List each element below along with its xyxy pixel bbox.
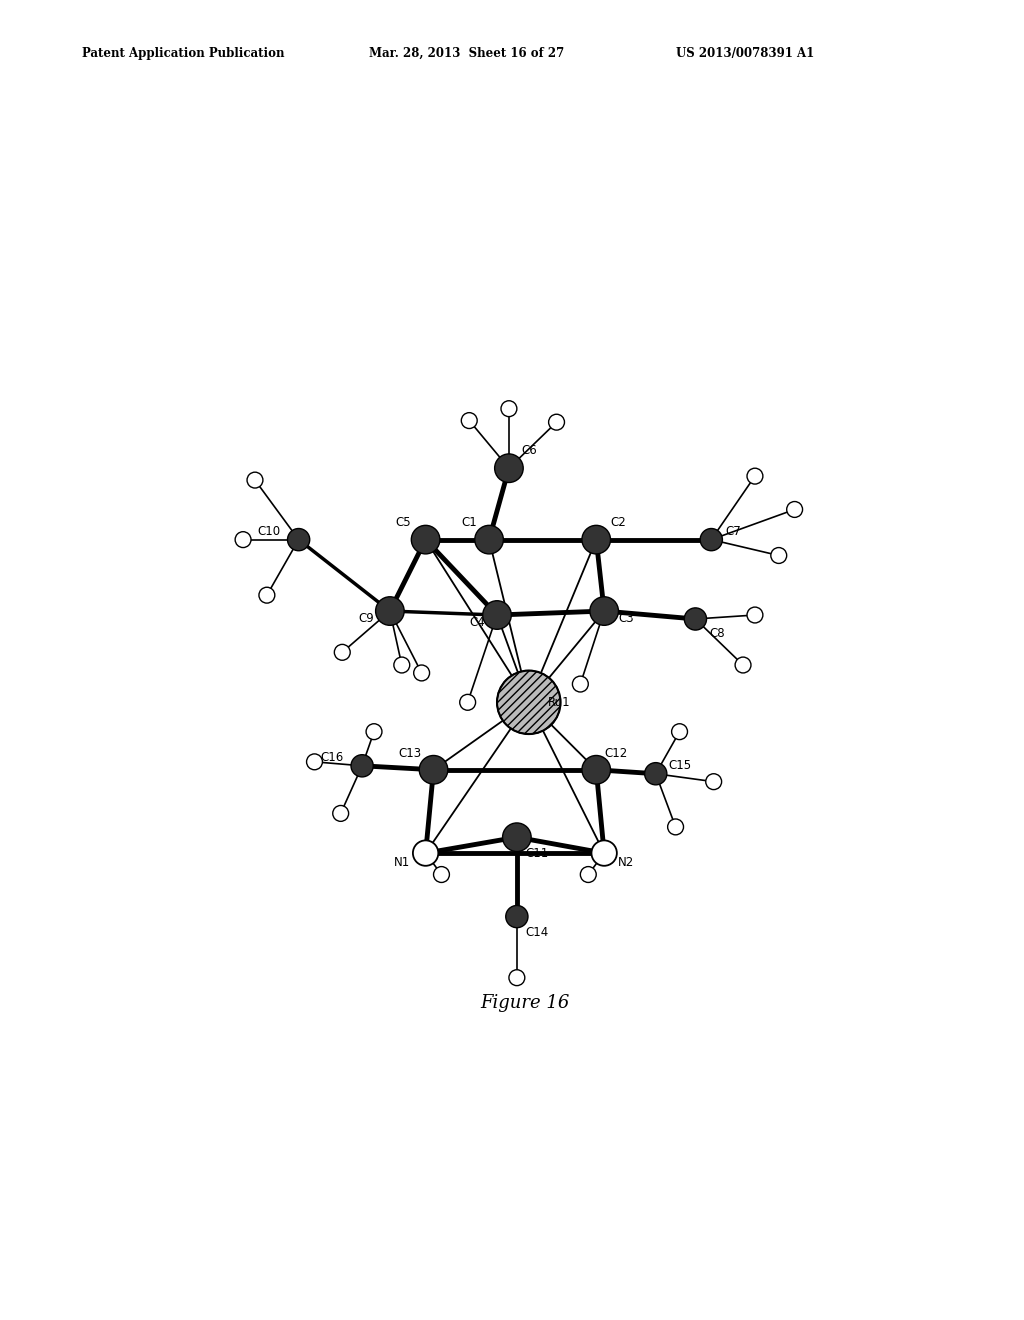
Circle shape <box>495 454 523 483</box>
Circle shape <box>748 607 763 623</box>
Circle shape <box>376 597 404 626</box>
Text: C7: C7 <box>726 525 741 539</box>
Circle shape <box>351 755 373 777</box>
Text: C14: C14 <box>525 925 548 939</box>
Circle shape <box>509 970 525 986</box>
Circle shape <box>582 525 610 554</box>
Text: C16: C16 <box>321 751 344 764</box>
Circle shape <box>482 601 511 630</box>
Circle shape <box>259 587 274 603</box>
Text: C10: C10 <box>257 525 280 539</box>
Circle shape <box>333 805 348 821</box>
Text: N1: N1 <box>393 857 410 869</box>
Text: C5: C5 <box>395 516 412 529</box>
Text: Ru1: Ru1 <box>548 696 570 709</box>
Circle shape <box>501 401 517 417</box>
Text: C13: C13 <box>398 747 421 760</box>
Text: N2: N2 <box>618 857 635 869</box>
Circle shape <box>592 841 616 866</box>
Circle shape <box>236 532 251 548</box>
Circle shape <box>706 774 722 789</box>
Text: C4: C4 <box>469 616 485 630</box>
Text: Patent Application Publication: Patent Application Publication <box>82 46 285 59</box>
Text: C11: C11 <box>525 846 548 859</box>
Circle shape <box>506 906 528 928</box>
Circle shape <box>367 723 382 739</box>
Text: C1: C1 <box>462 516 477 529</box>
Circle shape <box>735 657 751 673</box>
Circle shape <box>433 867 450 883</box>
Circle shape <box>503 822 531 851</box>
Circle shape <box>549 414 564 430</box>
Circle shape <box>748 469 763 484</box>
Text: C15: C15 <box>668 759 691 772</box>
Circle shape <box>497 671 560 734</box>
Circle shape <box>475 525 504 554</box>
Text: C3: C3 <box>618 612 634 626</box>
Circle shape <box>414 665 430 681</box>
Text: C8: C8 <box>710 627 725 640</box>
Circle shape <box>645 763 667 785</box>
Circle shape <box>460 694 475 710</box>
Text: C9: C9 <box>358 612 374 626</box>
Circle shape <box>247 473 263 488</box>
Text: C2: C2 <box>610 516 627 529</box>
Circle shape <box>672 723 687 739</box>
Circle shape <box>288 528 309 550</box>
Circle shape <box>412 525 440 554</box>
Circle shape <box>582 755 610 784</box>
Circle shape <box>394 657 410 673</box>
Circle shape <box>590 597 618 626</box>
Circle shape <box>684 609 707 630</box>
Circle shape <box>572 676 588 692</box>
Circle shape <box>461 413 477 429</box>
Circle shape <box>786 502 803 517</box>
Circle shape <box>771 548 786 564</box>
Text: Mar. 28, 2013  Sheet 16 of 27: Mar. 28, 2013 Sheet 16 of 27 <box>369 46 564 59</box>
Text: US 2013/0078391 A1: US 2013/0078391 A1 <box>676 46 814 59</box>
Circle shape <box>413 841 438 866</box>
Circle shape <box>335 644 350 660</box>
Text: C12: C12 <box>604 747 628 760</box>
Circle shape <box>668 818 684 834</box>
Text: C6: C6 <box>521 445 537 457</box>
Text: Figure 16: Figure 16 <box>480 994 569 1012</box>
Circle shape <box>419 755 447 784</box>
Circle shape <box>700 528 722 550</box>
Circle shape <box>581 867 596 883</box>
Circle shape <box>306 754 323 770</box>
